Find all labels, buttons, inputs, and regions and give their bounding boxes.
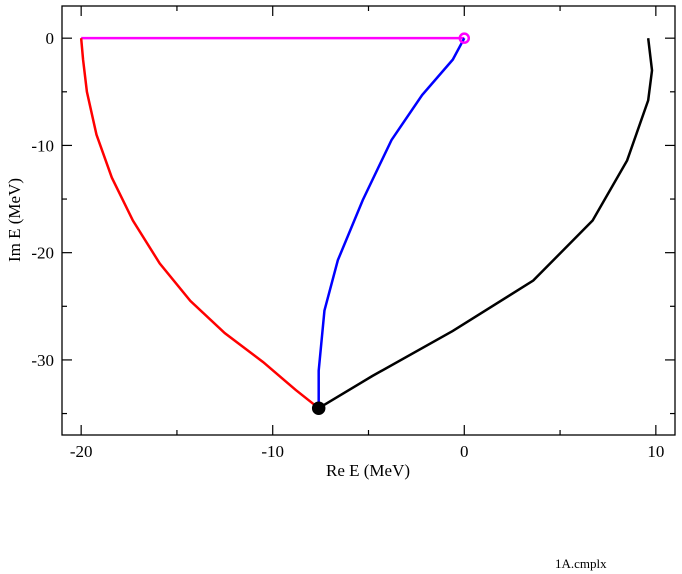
point-marker (458, 32, 471, 44)
y-tick-label: 0 (46, 29, 55, 48)
x-tick-label: 0 (460, 442, 469, 461)
series-line (317, 37, 466, 409)
x-tick-label: -10 (261, 442, 284, 461)
y-tick-label: -30 (31, 351, 54, 370)
series-line (318, 38, 654, 410)
y-tick-label: -20 (31, 244, 54, 263)
y-axis-label: Im E (MeV) (5, 178, 24, 262)
plot-frame (61, 5, 676, 436)
series-line (79, 38, 320, 410)
x-axis-label: Re E (MeV) (326, 461, 410, 480)
annotation: 1A.cmplx (555, 556, 607, 571)
y-tick-label: -10 (31, 136, 54, 155)
x-tick-label: -20 (70, 442, 93, 461)
x-tick-label: 10 (647, 442, 664, 461)
point-marker (311, 401, 326, 415)
